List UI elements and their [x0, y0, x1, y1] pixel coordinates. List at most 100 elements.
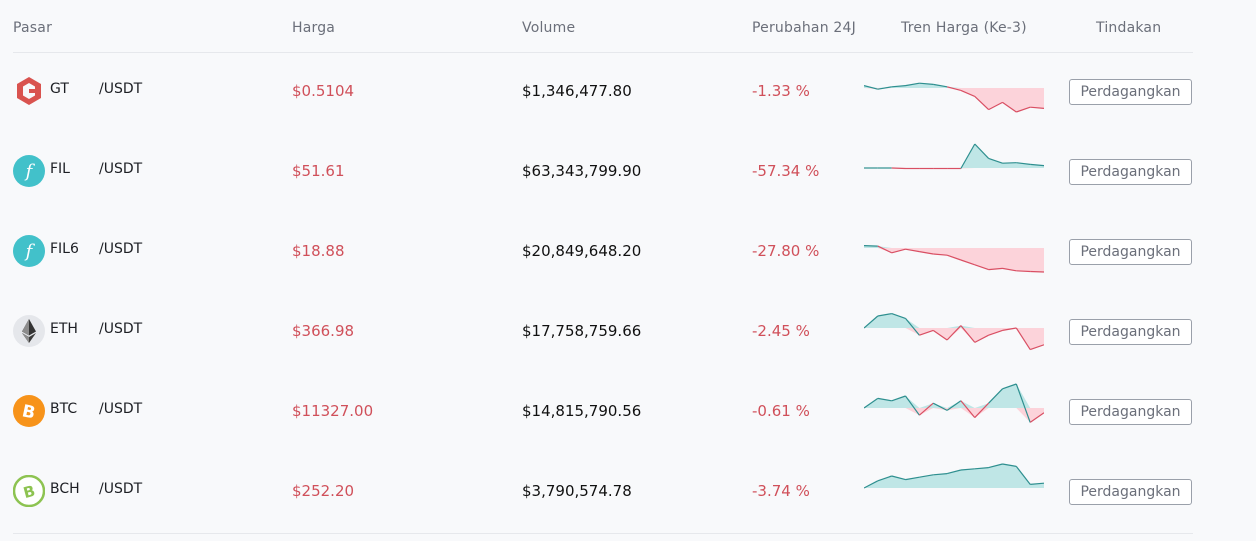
sparkline-segment	[1015, 327, 1031, 350]
price-trend-sparkline	[864, 82, 1044, 113]
table-row[interactable]: B BTC/USDT $11327.00 $14,815,790.56 -0.61 % P…	[0, 372, 1256, 452]
sparkline-segment	[877, 245, 892, 254]
sparkline-segment	[1029, 412, 1044, 423]
header-price[interactable]: Harga	[292, 20, 336, 36]
table-row[interactable]: f FIL/USDT $51.61 $63,343,799.90 -57.34 % Per…	[0, 132, 1256, 212]
sparkline-down-area	[864, 408, 1044, 423]
sparkline-up-area	[864, 464, 1044, 488]
volume-value: $14,815,790.56	[522, 402, 642, 420]
svg-text:B: B	[21, 482, 37, 502]
price-value: $11327.00	[292, 402, 374, 420]
table-row[interactable]: ETH/USDT $366.98 $17,758,759.66 -2.45 % Perd…	[0, 292, 1256, 372]
price-trend-sparkline	[864, 463, 1044, 489]
sparkline-segment	[877, 397, 892, 402]
change-value: -2.45 %	[752, 322, 810, 340]
sparkline-segment	[974, 334, 989, 343]
price-value: $51.61	[292, 162, 345, 180]
market-quote[interactable]: /USDT	[99, 321, 143, 337]
market-quote[interactable]: /USDT	[99, 481, 143, 497]
market-quote[interactable]: /USDT	[99, 81, 143, 97]
sparkline-segment	[974, 402, 990, 419]
sparkline-segment	[864, 85, 878, 90]
sparkline-segment	[933, 253, 948, 256]
sparkline-segment	[919, 329, 934, 336]
market-symbol[interactable]: BCH	[50, 481, 80, 497]
market-symbol[interactable]: ETH	[50, 321, 78, 337]
trade-button[interactable]: Perdagangkan	[1069, 159, 1192, 185]
trade-button[interactable]: Perdagangkan	[1069, 479, 1192, 505]
table-row[interactable]: GT/USDT $0.5104 $1,346,477.80 -1.33 % Perdag…	[0, 52, 1256, 132]
sparkline-down-area	[864, 328, 1044, 350]
sparkline-segment	[960, 89, 976, 97]
sparkline-segment	[1030, 270, 1044, 273]
sparkline-segment	[905, 82, 920, 87]
sparkline-segment	[877, 475, 892, 482]
sparkline-segment	[1015, 466, 1031, 485]
market-quote[interactable]: /USDT	[99, 401, 143, 417]
market-symbol[interactable]: BTC	[50, 401, 78, 417]
sparkline-segment	[933, 473, 948, 476]
price-value: $366.98	[292, 322, 355, 340]
sparkline-segment	[864, 480, 879, 489]
market-symbol[interactable]: FIL	[50, 161, 70, 177]
sparkline-segment	[891, 395, 906, 402]
sparkline-segment	[1030, 163, 1044, 167]
trade-button[interactable]: Perdagangkan	[1069, 319, 1192, 345]
sparkline-segment	[988, 267, 1003, 271]
header-volume[interactable]: Volume	[522, 20, 576, 36]
sparkline-segment	[905, 318, 920, 336]
change-value: -1.33 %	[752, 82, 810, 100]
price-value: $18.88	[292, 242, 345, 260]
sparkline-segment	[1015, 383, 1031, 423]
market-symbol[interactable]: FIL6	[50, 241, 79, 257]
sparkline-segment	[1016, 270, 1031, 273]
market-symbol[interactable]: GT	[50, 81, 69, 97]
header-action: Tindakan	[1096, 20, 1162, 36]
sparkline-segment	[960, 468, 975, 471]
price-trend-sparkline	[864, 313, 1044, 351]
bitcoin-icon: B	[13, 395, 45, 427]
sparkline-segment	[1002, 327, 1017, 331]
trade-button[interactable]: Perdagangkan	[1069, 239, 1192, 265]
sparkline-segment	[960, 325, 976, 343]
price-trend-sparkline	[864, 143, 1044, 170]
sparkline-segment	[1030, 482, 1044, 485]
sparkline-segment	[988, 157, 1003, 164]
sparkline-segment	[988, 329, 1003, 336]
ethereum-icon	[13, 315, 45, 347]
sparkline-up-area	[864, 144, 1044, 168]
sparkline-segment	[988, 388, 1003, 404]
header-change[interactable]: Perubahan 24J	[752, 20, 856, 36]
sparkline-down-area	[864, 248, 1044, 272]
change-value: -0.61 %	[752, 402, 810, 420]
filecoin-icon: f	[13, 155, 45, 187]
volume-value: $1,346,477.80	[522, 82, 632, 100]
header-trend: Tren Harga (Ke-3)	[901, 20, 1027, 36]
sparkline-segment	[891, 475, 906, 481]
sparkline-segment	[1002, 162, 1017, 164]
sparkline-up-area	[864, 313, 1044, 328]
sparkline-segment	[905, 395, 920, 416]
change-value: -57.34 %	[752, 162, 820, 180]
sparkline-segment	[1002, 267, 1017, 272]
sparkline-segment	[1016, 162, 1031, 165]
sparkline-segment	[946, 325, 962, 341]
sparkline-segment	[988, 101, 1003, 111]
table-row[interactable]: B BCH/USDT $252.20 $3,790,574.78 -3.74 % Perd…	[0, 452, 1256, 532]
table-row[interactable]: f FIL6/USDT $18.88 $20,849,648.20 -27.80 % Pe…	[0, 212, 1256, 292]
sparkline-segment	[960, 143, 976, 169]
sparkline-segment	[919, 474, 934, 478]
header-market[interactable]: Pasar	[13, 20, 53, 36]
filecoin-icon: f	[13, 235, 45, 267]
sparkline-segment	[946, 86, 962, 91]
market-quote[interactable]: /USDT	[99, 161, 143, 177]
market-quote[interactable]: /USDT	[99, 241, 143, 257]
sparkline-segment	[919, 251, 934, 255]
sparkline-segment	[891, 313, 906, 319]
bitcoincash-icon: B	[13, 475, 45, 507]
sparkline-segment	[891, 85, 906, 88]
sparkline-segment	[1002, 383, 1017, 390]
trade-button[interactable]: Perdagangkan	[1069, 399, 1192, 425]
trade-button[interactable]: Perdagangkan	[1069, 79, 1192, 105]
sparkline-segment	[974, 467, 989, 470]
